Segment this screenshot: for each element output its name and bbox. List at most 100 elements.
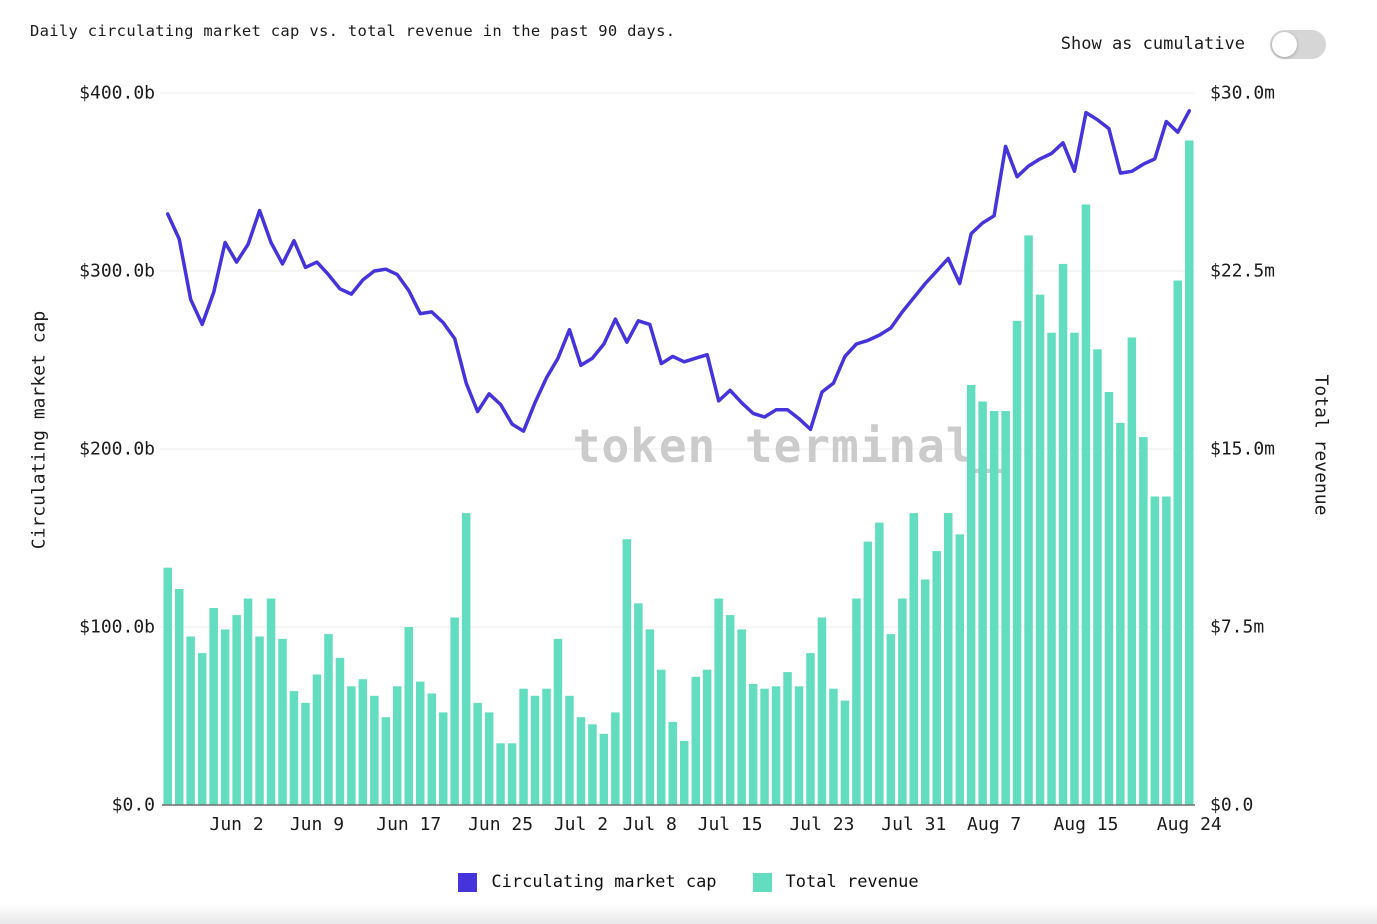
right-axis-tick-label: $30.0m: [1210, 82, 1276, 104]
chart-title: Daily circulating market cap vs. total r…: [30, 22, 676, 40]
chart-canvas: token terminal_: [160, 92, 1195, 806]
revenue-bar: [921, 579, 930, 805]
revenue-bar: [1001, 411, 1010, 805]
revenue-bar: [1093, 349, 1102, 805]
x-axis-tick-label: Aug 15: [1053, 814, 1119, 835]
x-axis-tick-label: Jul 23: [789, 814, 855, 835]
revenue-bar: [840, 700, 850, 805]
revenue-bar: [1139, 437, 1148, 805]
cumulative-toggle-label: Show as cumulative: [1060, 34, 1245, 54]
revenue-bar: [760, 688, 769, 805]
revenue-bar: [347, 686, 356, 805]
revenue-bar: [725, 615, 735, 805]
revenue-bar: [243, 598, 253, 805]
legend-swatch-market-cap-icon: [458, 872, 478, 892]
market-cap-line: [165, 109, 1192, 433]
legend: Circulating market cap Total revenue: [0, 872, 1377, 892]
legend-label-revenue: Total revenue: [785, 872, 919, 892]
revenue-bar: [404, 627, 413, 805]
revenue-bar: [255, 636, 264, 805]
revenue-bar: [358, 679, 368, 805]
revenue-bar: [611, 712, 620, 805]
revenue-bar: [875, 522, 884, 805]
revenue-bar: [966, 384, 976, 805]
watermark: token terminal_: [573, 419, 1003, 473]
revenue-bar: [450, 617, 459, 805]
revenue-bar: [852, 598, 861, 805]
legend-swatch-revenue-icon: [752, 872, 772, 892]
revenue-bar: [1185, 140, 1194, 805]
revenue-bar: [1058, 263, 1068, 805]
revenue-bar: [898, 598, 907, 805]
revenue-bar: [668, 721, 677, 805]
revenue-bar: [1104, 392, 1114, 805]
revenue-bar: [209, 608, 218, 805]
cumulative-toggle[interactable]: [1270, 30, 1326, 59]
revenue-bar: [335, 657, 345, 805]
legend-item-revenue[interactable]: Total revenue: [752, 872, 919, 892]
revenue-bar: [1012, 320, 1022, 805]
x-axis-tick-label: Jul 31: [881, 814, 947, 835]
revenue-bar: [783, 672, 792, 805]
revenue-bar: [588, 724, 597, 805]
revenue-bar: [301, 702, 310, 805]
revenue-bar: [461, 513, 471, 805]
toggle-knob-icon: [1272, 32, 1297, 57]
revenue-bar: [1162, 496, 1171, 805]
revenue-bar: [702, 669, 712, 805]
revenue-bar: [381, 717, 391, 805]
left-axis-tick-label: $0.0: [111, 794, 155, 816]
revenue-bar: [519, 688, 528, 805]
revenue-bar: [978, 401, 987, 805]
revenue-bar: [1116, 422, 1125, 805]
revenue-bar: [175, 589, 184, 805]
right-axis-tick-label: $15.0m: [1210, 438, 1276, 460]
right-axis-tick-label: $0.0: [1210, 794, 1254, 816]
revenue-bar: [1150, 496, 1160, 805]
x-axis-tick-label: Jun 17: [376, 814, 442, 835]
page-bottom-strip: [0, 904, 1377, 924]
revenue-bar: [439, 712, 448, 805]
revenue-bar: [232, 615, 241, 805]
left-axis-title: Circulating market cap: [28, 310, 50, 550]
revenue-bar: [186, 636, 195, 805]
legend-item-market-cap[interactable]: Circulating market cap: [458, 872, 717, 892]
revenue-bar: [1035, 294, 1045, 805]
x-axis-tick-label: Jun 9: [289, 814, 345, 835]
revenue-bar: [484, 712, 494, 805]
x-axis-tick-label: Jul 2: [553, 814, 609, 835]
revenue-bar: [289, 691, 299, 805]
revenue-bar: [266, 598, 276, 805]
revenue-bar: [771, 686, 781, 805]
revenue-bar: [370, 695, 379, 805]
revenue-bar: [278, 638, 287, 805]
revenue-bar: [197, 653, 207, 805]
revenue-bar: [714, 598, 723, 805]
revenue-bar: [622, 539, 632, 805]
revenue-bar: [220, 629, 230, 805]
revenue-bar: [691, 676, 700, 805]
revenue-bar: [324, 634, 333, 805]
revenue-bar: [886, 634, 896, 805]
right-axis-title: Total revenue: [1310, 374, 1332, 516]
revenue-bar: [393, 686, 402, 805]
revenue-bar: [473, 702, 482, 805]
x-axis-tick-label: Jul 8: [622, 814, 677, 835]
left-axis-tick-label: $200.0b: [79, 438, 155, 460]
revenue-bar: [657, 669, 666, 805]
right-axis-tick-label: $22.5m: [1210, 260, 1276, 282]
x-axis-tick-label: Jun 2: [209, 814, 264, 835]
revenue-bar: [634, 603, 643, 805]
revenue-bar: [507, 743, 517, 805]
revenue-bar: [599, 733, 609, 805]
revenue-bar: [645, 629, 655, 805]
revenue-bar: [1173, 280, 1182, 805]
revenue-bar: [1047, 332, 1056, 805]
revenue-bar: [416, 681, 425, 805]
revenue-bar: [553, 638, 563, 805]
left-axis-tick-label: $300.0b: [79, 260, 155, 282]
x-axis-tick-label: Aug 24: [1156, 814, 1222, 835]
revenue-bar: [955, 534, 964, 805]
revenue-bar: [427, 693, 436, 805]
